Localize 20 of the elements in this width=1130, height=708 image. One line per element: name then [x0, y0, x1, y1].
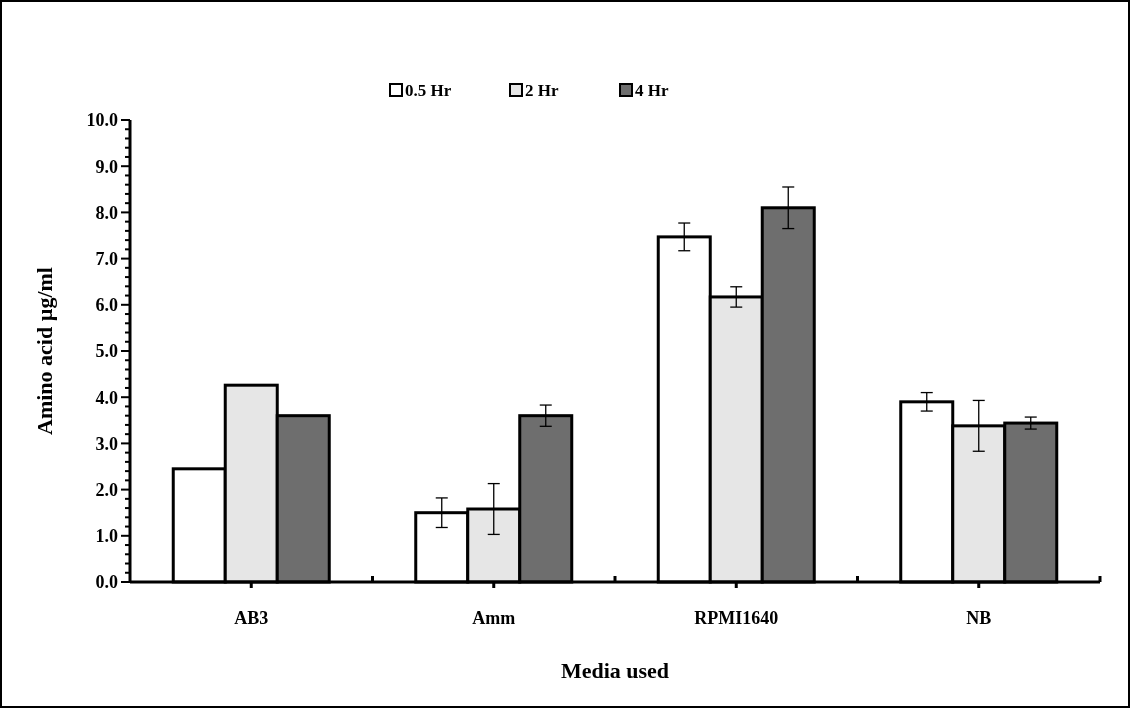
y-tick-label: 7.0: [95, 248, 118, 269]
y-tick-label: 1.0: [95, 526, 118, 547]
y-tick-label: 5.0: [95, 341, 118, 362]
x-tick-label: Amm: [472, 608, 516, 628]
x-tick-label: NB: [966, 608, 992, 628]
y-tick-label: 6.0: [95, 295, 118, 316]
x-tick-label: RPMI1640: [694, 608, 779, 628]
y-tick-label: 2.0: [95, 479, 118, 500]
y-tick-label: 4.0: [95, 387, 118, 408]
y-tick-label: 0.0: [95, 572, 118, 593]
legend-label: 4 Hr: [635, 81, 669, 100]
legend-label: 2 Hr: [525, 81, 559, 100]
y-axis-title: Amino acid µg/ml: [32, 267, 57, 435]
x-tick-label: AB3: [234, 608, 269, 628]
y-tick-label: 3.0: [95, 433, 118, 454]
y-tick-label: 10.0: [86, 110, 118, 131]
y-tick-label: 8.0: [95, 202, 118, 223]
legend-label: 0.5 Hr: [405, 81, 452, 100]
x-axis-title: Media used: [560, 658, 670, 683]
y-tick-label: 9.0: [95, 156, 118, 177]
